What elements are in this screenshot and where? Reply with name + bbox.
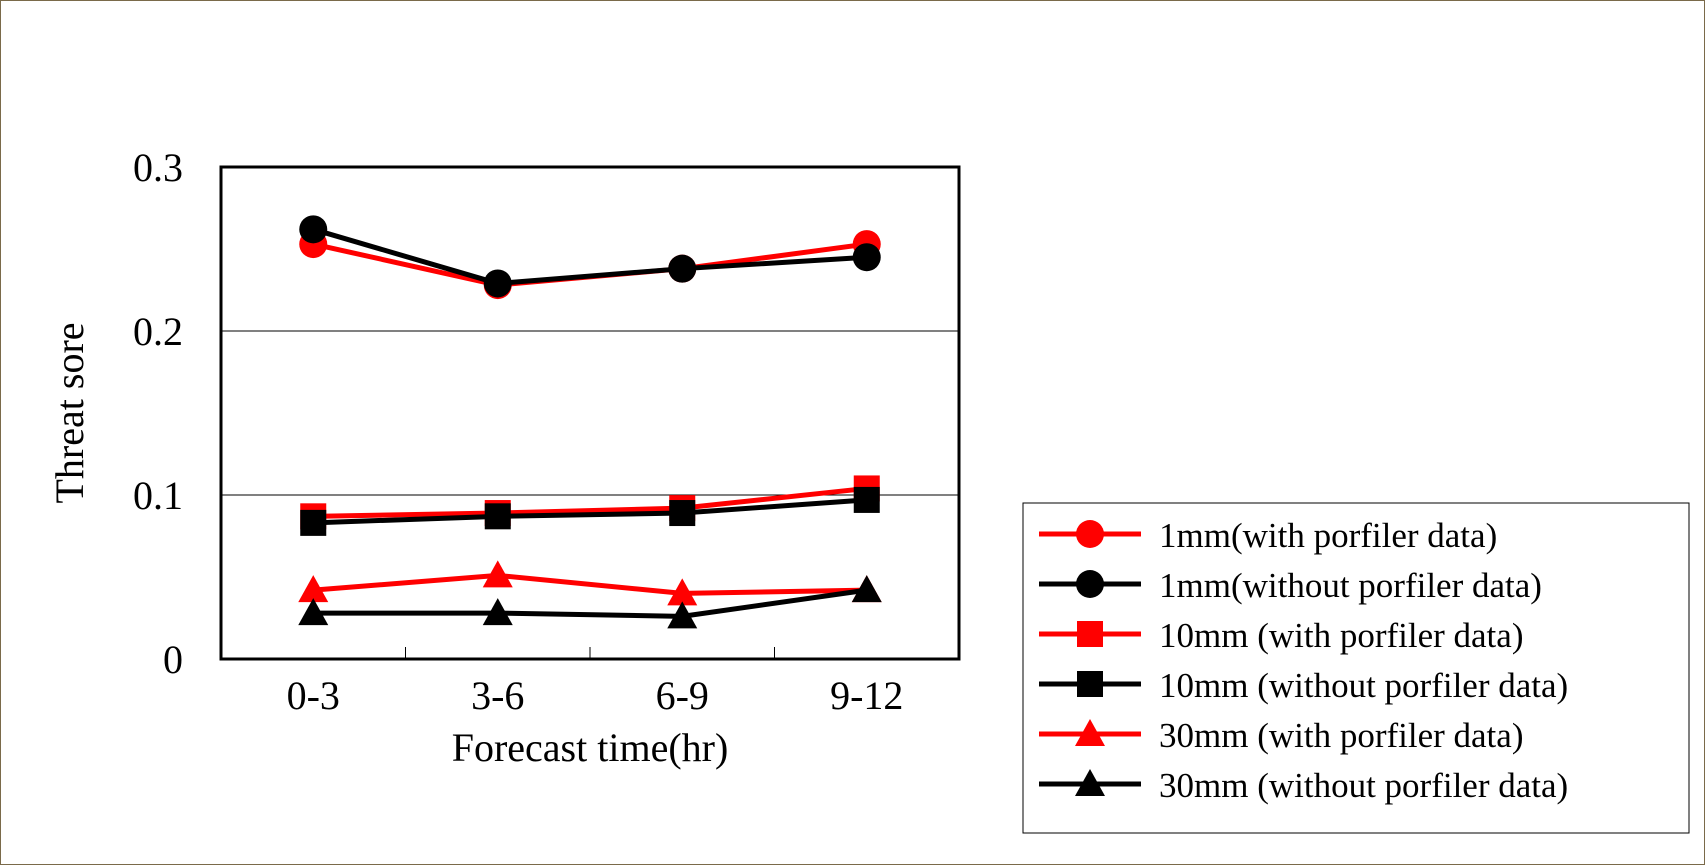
data-point — [483, 269, 512, 298]
legend-swatch-marker — [1075, 769, 1105, 796]
x-tick-labels: 0-3 3-6 6-9 9-12 — [287, 647, 903, 718]
legend-label: 30mm (with porfiler data) — [1159, 716, 1523, 755]
y-tick-label: 0.3 — [133, 145, 183, 190]
data-point — [667, 601, 698, 629]
y-tick-label: 0.1 — [133, 473, 183, 518]
y-tick-label: 0 — [163, 637, 183, 682]
legend-label: 1mm(without porfiler data) — [1159, 566, 1542, 605]
legend-swatch-marker — [1077, 671, 1103, 697]
data-point — [853, 486, 880, 513]
data-point — [851, 575, 882, 603]
series-line — [313, 587, 868, 619]
legend-item: 1mm(with porfiler data) — [1039, 516, 1497, 555]
x-tick-label: 6-9 — [656, 673, 709, 718]
plot-area-border — [219, 165, 961, 661]
legend-label: 10mm (without porfiler data) — [1159, 666, 1568, 705]
data-series — [298, 215, 882, 629]
data-point — [298, 598, 329, 626]
x-tick-label: 3-6 — [471, 673, 524, 718]
x-tick-label: 0-3 — [287, 673, 340, 718]
data-point — [300, 509, 327, 536]
data-point — [482, 598, 513, 626]
legend-item: 30mm (without porfiler data) — [1039, 766, 1568, 805]
series-line — [313, 572, 867, 596]
series-line — [312, 226, 867, 286]
legend-item: 10mm (with porfiler data) — [1039, 616, 1523, 655]
series-10mm-without-porfiler-data — [300, 486, 880, 536]
legend-swatch-marker — [1076, 570, 1104, 598]
data-point — [668, 254, 697, 283]
legend-item: 1mm(without porfiler data) — [1039, 566, 1542, 605]
data-point — [484, 503, 511, 530]
legend-box — [1022, 502, 1690, 834]
x-tick-label: 9-12 — [830, 673, 903, 718]
legend-swatch-marker — [1075, 719, 1105, 746]
grid-lines — [221, 330, 959, 496]
legend-label: 10mm (with porfiler data) — [1159, 616, 1523, 655]
data-point — [669, 500, 696, 527]
legend-label: 1mm(with porfiler data) — [1159, 516, 1497, 555]
legend-swatch-marker — [1076, 520, 1104, 548]
y-tick-label: 0.2 — [133, 309, 183, 354]
legend-swatch-marker — [1077, 621, 1103, 647]
data-point — [482, 560, 513, 588]
y-axis-label: Threat sore — [47, 322, 92, 503]
series-line — [313, 497, 867, 526]
series-30mm-without-porfiler-data — [298, 575, 882, 629]
x-axis-label: Forecast time(hr) — [452, 725, 729, 770]
series-line — [313, 485, 868, 519]
data-point — [298, 575, 329, 603]
series-1mm-with-porfiler-data — [299, 230, 881, 300]
legend-item: 10mm (without porfiler data) — [1039, 666, 1568, 705]
legend: 1mm(with porfiler data) 1mm(without porfi… — [1022, 502, 1690, 834]
series-1mm-without-porfiler-data — [299, 215, 881, 298]
legend-item: 30mm (with porfiler data) — [1039, 716, 1523, 755]
y-tick-labels: 0 0.1 0.2 0.3 — [133, 145, 183, 682]
data-point — [299, 215, 328, 244]
legend-label: 30mm (without porfiler data) — [1159, 766, 1568, 805]
data-point — [667, 578, 698, 606]
data-point — [852, 243, 881, 272]
